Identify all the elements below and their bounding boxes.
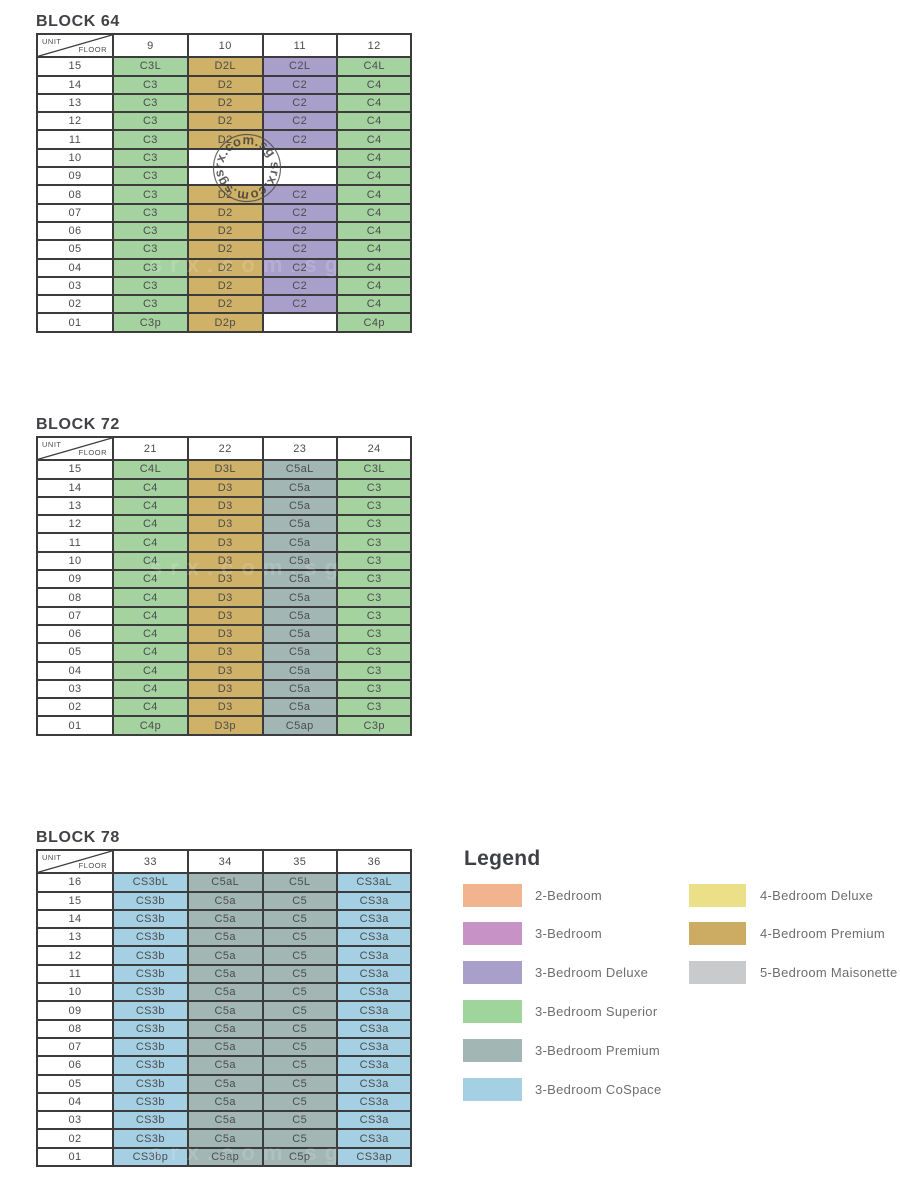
svg-text:srx.com.sg srx.com.sg: srx.com.sg srx.com.sg [211,132,283,204]
